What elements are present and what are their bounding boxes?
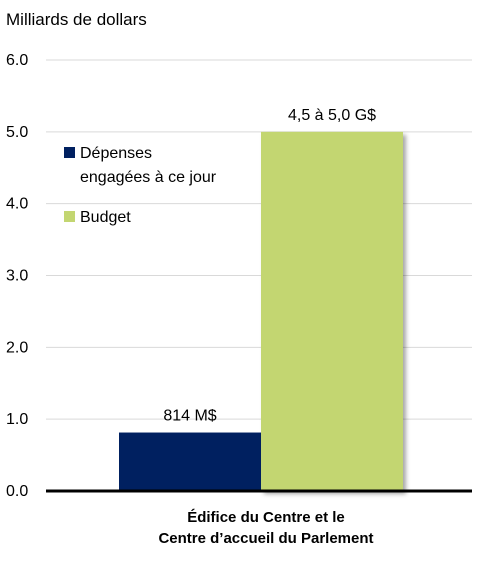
category-label: Édifice du Centre et le xyxy=(187,509,345,526)
legend-swatch xyxy=(64,211,75,222)
bar-depenses xyxy=(119,432,261,491)
data-label: 4,5 à 5,0 G$ xyxy=(288,107,376,124)
legend-label: Budget xyxy=(80,209,131,226)
legend: Dépenses engagées à ce jour Budget xyxy=(64,145,217,226)
legend-label: Dépenses xyxy=(80,145,152,162)
data-label: 814 M$ xyxy=(163,408,216,425)
y-axis-title: Milliards de dollars xyxy=(6,10,147,29)
y-tick-label: 3.0 xyxy=(6,268,28,285)
y-tick-label: 5.0 xyxy=(6,124,28,141)
bars xyxy=(119,131,403,492)
category-label: Centre d’accueil du Parlement xyxy=(158,530,373,547)
y-tick-label: 1.0 xyxy=(6,411,28,428)
y-tick-label: 0.0 xyxy=(6,483,28,500)
bar-budget xyxy=(261,131,403,492)
legend-swatch xyxy=(64,147,75,158)
y-tick-label: 6.0 xyxy=(6,52,28,69)
legend-label: engagées à ce jour xyxy=(80,169,217,186)
gridlines xyxy=(46,59,472,420)
y-tick-label: 4.0 xyxy=(6,196,28,213)
y-tick-label: 2.0 xyxy=(6,339,28,356)
category-labels: Édifice du Centre et le Centre d’accueil … xyxy=(158,509,373,547)
y-tick-labels: 0.0 1.0 2.0 3.0 4.0 5.0 6.0 xyxy=(6,52,28,500)
data-labels: 814 M$ 4,5 à 5,0 G$ xyxy=(163,107,376,425)
